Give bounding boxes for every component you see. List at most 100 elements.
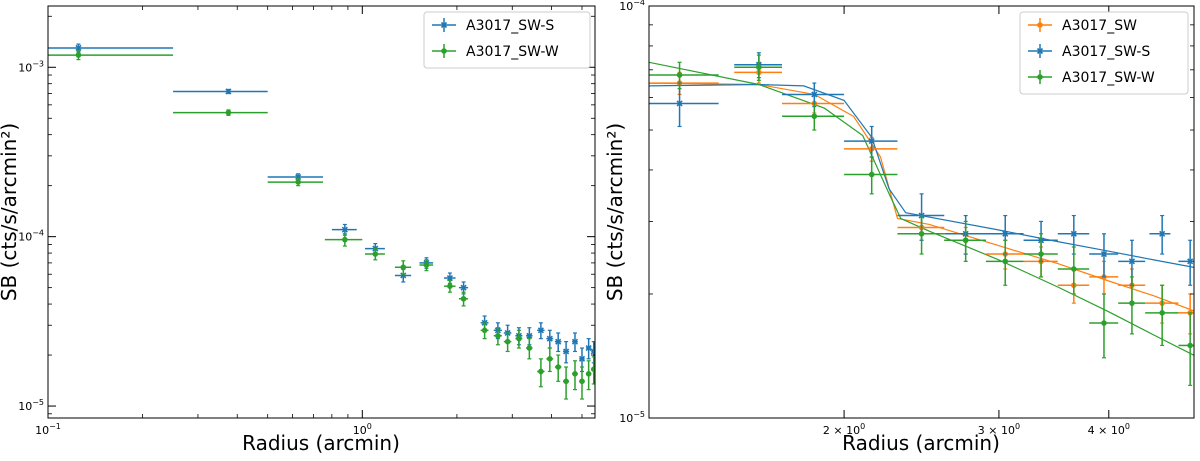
- left-data-point: [590, 366, 595, 373]
- left-data-point: [547, 356, 553, 362]
- right-legend: A3017_SW A3017_SW-S A3017_SW-W: [1019, 11, 1189, 95]
- left-data-point: [555, 338, 562, 345]
- left-data-point: [590, 348, 595, 355]
- left-data-point: [571, 338, 579, 345]
- left-series-a3017-sw-s: [48, 43, 595, 373]
- left-plot-frame: [47, 5, 596, 419]
- left-data-point: [446, 274, 453, 282]
- left-data-point: [585, 344, 592, 352]
- right-plot-content: [649, 52, 1194, 386]
- left-y-tick-label: 10−5: [18, 398, 44, 413]
- right-data-point: [1002, 258, 1009, 265]
- right-y-tick-label-exponent: −4: [633, 0, 645, 7]
- left-legend-label: A3017_SW-S: [466, 18, 554, 34]
- left-x-tick-label: 100: [353, 422, 372, 437]
- left-y-tick-label-base: 10: [18, 61, 32, 74]
- left-y-tick-label-exponent: −5: [32, 398, 44, 407]
- left-data-point: [537, 327, 544, 334]
- right-series-a3017-sw-w: [649, 54, 1194, 386]
- left-legend: A3017_SW-S A3017_SW-W: [423, 11, 591, 69]
- right-y-tick-label: 10−5: [619, 410, 645, 425]
- left-data-point: [495, 332, 501, 339]
- right-data-point: [918, 230, 925, 237]
- right-legend-swatch-marker: [1036, 47, 1044, 55]
- left-data-point: [225, 109, 232, 116]
- right-data-point: [1187, 258, 1194, 265]
- right-data-point: [868, 171, 875, 178]
- left-y-tick-label: 10−4: [18, 229, 44, 244]
- left-data-point: [372, 251, 379, 257]
- left-y-axis-label: SB (cts/s/arcmin²): [0, 123, 21, 301]
- right-data-point: [1070, 230, 1077, 237]
- left-plot-content: [48, 43, 595, 400]
- right-data-point: [1159, 310, 1165, 316]
- right-x-tick-label: 4 × 100: [1088, 422, 1130, 437]
- right-y-tick-label-exponent: −5: [633, 410, 645, 419]
- left-series-a3017-sw-w: [48, 50, 595, 400]
- left-data-point: [526, 332, 533, 339]
- left-data-point: [342, 236, 348, 243]
- right-x-tick-label-base: 4 × 10: [1088, 424, 1125, 437]
- right-data-point: [962, 237, 969, 244]
- left-data-point: [481, 327, 488, 334]
- right-x-tick-label-base: 2 × 10: [823, 424, 860, 437]
- left-data-point: [585, 371, 592, 377]
- right-data-point: [1002, 230, 1009, 237]
- left-data-point: [341, 226, 348, 233]
- right-legend-label: A3017_SW-S: [1062, 44, 1150, 60]
- right-data-point: [1038, 251, 1044, 257]
- right-data-point: [676, 100, 683, 107]
- left-y-tick-label-exponent: −3: [32, 59, 44, 68]
- left-data-point: [75, 44, 82, 52]
- left-data-point: [460, 284, 467, 291]
- left-data-point: [504, 338, 511, 345]
- right-data-point: [1187, 342, 1193, 349]
- right-x-tick-label-base: 3 × 10: [978, 424, 1015, 437]
- right-x-tick-label-exponent: 0: [1015, 422, 1020, 431]
- left-data-point: [563, 348, 570, 355]
- right-data-point: [1129, 300, 1135, 306]
- right-legend-swatch-marker: [1037, 22, 1043, 28]
- left-data-point: [447, 283, 453, 289]
- right-x-tick-label-exponent: 0: [860, 422, 865, 431]
- left-legend-swatch-marker: [441, 48, 447, 54]
- right-data-point: [756, 64, 762, 71]
- right-data-point: [1071, 266, 1077, 272]
- left-y-tick-label-exponent: −4: [32, 229, 44, 238]
- right-data-point: [811, 113, 818, 120]
- right-legend-label: A3017_SW-W: [1062, 70, 1155, 86]
- left-x-tick-label-base: 10: [353, 424, 367, 437]
- left-legend-swatch-marker: [440, 21, 448, 29]
- right-legend-box: [1019, 11, 1189, 95]
- left-data-point: [526, 345, 533, 351]
- right-data-point: [1159, 230, 1166, 237]
- left-x-tick-label-exponent: 0: [367, 422, 372, 431]
- right-data-point: [1100, 250, 1108, 258]
- left-x-tick-label-base: 10: [35, 424, 49, 437]
- left-y-tick-label-base: 10: [18, 400, 32, 413]
- left-data-point: [295, 179, 301, 185]
- right-data-point: [868, 138, 875, 145]
- right-y-tick-label-base: 10: [619, 0, 633, 13]
- right-fit-line: [649, 82, 1194, 312]
- right-y-axis-label: SB (cts/s/arcmin²): [603, 123, 627, 301]
- right-legend-swatch-marker: [1037, 74, 1043, 80]
- right-x-tick-label: 2 × 100: [823, 422, 865, 437]
- right-x-tick-label-exponent: 0: [1125, 422, 1130, 431]
- left-data-point: [75, 52, 82, 58]
- right-legend-label: A3017_SW: [1062, 18, 1137, 34]
- left-data-point: [579, 378, 585, 385]
- right-y-tick-label: 10−4: [619, 0, 645, 13]
- left-data-point: [460, 295, 467, 302]
- left-y-tick-label: 10−3: [18, 59, 44, 74]
- left-x-axis-label: Radius (arcmin): [242, 431, 400, 455]
- left-data-point: [538, 368, 544, 375]
- left-data-point: [225, 88, 232, 95]
- left-data-point: [555, 364, 561, 370]
- left-data-point: [578, 355, 586, 362]
- left-data-point: [572, 371, 578, 377]
- left-y-tick-label-base: 10: [18, 231, 32, 244]
